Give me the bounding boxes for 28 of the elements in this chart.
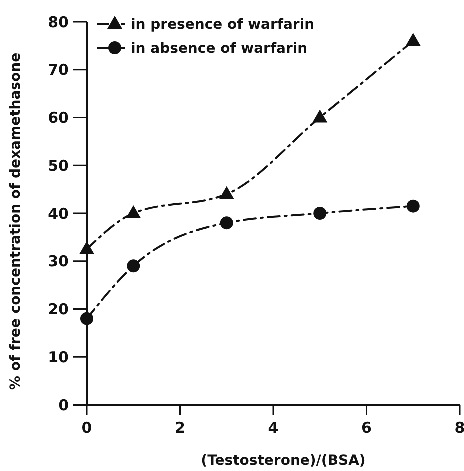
- point: [80, 241, 94, 254]
- point: [126, 206, 142, 218]
- y-tick-label: 20: [48, 300, 69, 318]
- y-tick-label: 50: [48, 156, 69, 175]
- legend-label: in absence of warfarin: [131, 40, 308, 57]
- point: [406, 200, 420, 213]
- x-axis-title: (Testosterone)/(BSA): [201, 453, 366, 469]
- x-tick-label: 4: [268, 419, 279, 437]
- point: [220, 216, 234, 230]
- point: [219, 186, 234, 200]
- point: [406, 33, 421, 46]
- point: [80, 312, 94, 326]
- x-tick-label: 2: [175, 419, 186, 437]
- y-tick-label: 0: [58, 396, 69, 414]
- y-tick-label: 80: [48, 13, 69, 32]
- point: [127, 260, 140, 273]
- point: [314, 207, 327, 220]
- x-tick-label: 8: [454, 419, 464, 437]
- y-tick-label: 60: [48, 109, 69, 127]
- x-tick-label: 0: [82, 419, 92, 437]
- y-tick-label: 10: [48, 348, 69, 366]
- y-tick-label: 30: [48, 252, 69, 271]
- y-tick-label: 70: [48, 61, 69, 80]
- x-tick-label: 6: [362, 419, 372, 437]
- point: [312, 110, 328, 123]
- y-tick-label: 40: [48, 204, 69, 223]
- legend-label: in presence of warfarin: [131, 16, 315, 33]
- y-axis-title: % of free concentration of dexamethasone: [8, 52, 24, 390]
